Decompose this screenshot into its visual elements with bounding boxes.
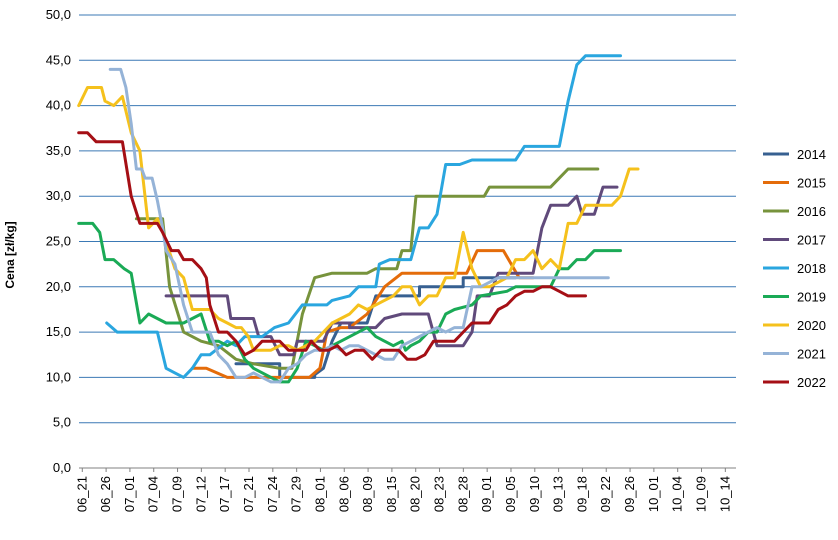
x-tick-label: 09_05 [503,476,518,512]
x-tick-label: 09_18 [574,476,589,512]
x-tick-label: 07_24 [265,476,280,512]
x-tick-label: 07_01 [122,476,137,512]
x-tick-label: 09_26 [622,476,637,512]
y-tick-label: 50,0 [46,7,71,22]
y-tick-label: 35,0 [46,143,71,158]
legend-label-2019: 2019 [797,290,826,305]
x-tick-label: 07_29 [289,476,304,512]
x-tick-label: 09_22 [598,476,613,512]
legend-label-2020: 2020 [797,318,826,333]
x-tick-label: 07_21 [241,476,256,512]
x-tick-label: 08_06 [336,476,351,512]
x-tick-label: 07_09 [170,476,185,512]
y-axis-label: Cena [zł/kg] [3,221,17,288]
y-tick-label: 30,0 [46,188,71,203]
x-tick-label: 08_20 [408,476,423,512]
y-tick-label: 45,0 [46,52,71,67]
y-axis-ticks: 0,0 5,0 10,0 15,0 20,0 25,0 30,0 35,0 40,0 45,0 50… [46,7,71,475]
x-tick-label: 06_26 [98,476,113,512]
x-tick-label: 10_01 [646,476,661,512]
x-tick-label: 07_04 [146,476,161,512]
x-tick-label: 08_23 [432,476,447,512]
x-tick-label: 08_01 [312,476,327,512]
x-tick-label: 09_13 [551,476,566,512]
legend-label-2021: 2021 [797,347,826,362]
x-tick-label: 09_01 [479,476,494,512]
legend-label-2016: 2016 [797,204,826,219]
series-line-2016 [134,167,600,370]
y-tick-label: 20,0 [46,279,71,294]
series-lines [77,54,640,384]
legend-label-2022: 2022 [797,375,826,390]
y-tick-label: 25,0 [46,234,71,249]
legend-label-2018: 2018 [797,261,826,276]
x-tick-label: 07_12 [193,476,208,512]
y-tick-label: 0,0 [53,460,71,475]
x-tick-label: 10_14 [717,476,732,512]
x-tick-label: 08_15 [384,476,399,512]
legend-label-2014: 2014 [797,147,826,162]
y-tick-label: 40,0 [46,98,71,113]
y-tick-label: 15,0 [46,324,71,339]
series-line-2022 [77,131,587,361]
x-tick-label: 08_28 [455,476,470,512]
legend-label-2017: 2017 [797,233,826,248]
x-axis-ticks: 06_21 06_26 07_01 07_04 07_09 07_12 07_17 07_21… [74,468,732,512]
x-tick-label: 09_10 [527,476,542,512]
y-tick-label: 10,0 [46,369,71,384]
x-tick-label: 10_04 [670,476,685,512]
series-line-2018 [105,54,622,379]
legend-label-2015: 2015 [797,176,826,191]
gridlines [79,14,736,469]
y-tick-label: 5,0 [53,415,71,430]
x-tick-label: 10_09 [694,476,709,512]
x-tick-label: 08_09 [360,476,375,512]
x-tick-label: 06_21 [74,476,89,512]
x-tick-label: 07_17 [217,476,232,512]
legend: 2014 2015 2016 2017 2018 2019 2020 2021 2022 [763,147,826,390]
